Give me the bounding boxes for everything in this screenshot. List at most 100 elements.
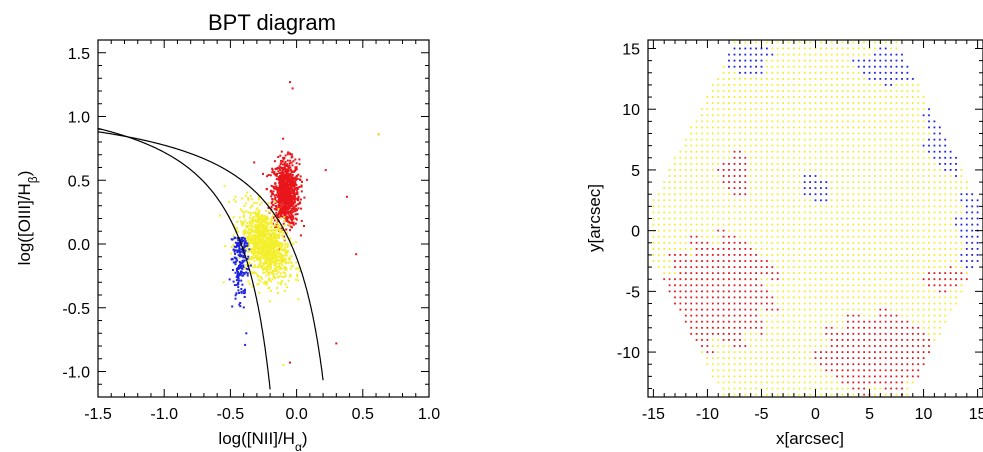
spaxel-yellow xyxy=(852,150,855,153)
bpt-point-blue xyxy=(240,266,243,269)
spaxel-red xyxy=(895,375,898,378)
bpt-point-red xyxy=(287,185,289,188)
bpt-point-yellow xyxy=(253,233,256,236)
spaxel-red xyxy=(906,333,909,335)
bpt-point-blue xyxy=(234,246,237,249)
spaxel-yellow xyxy=(776,193,779,196)
spaxel-yellow xyxy=(836,211,838,214)
spaxel-yellow xyxy=(814,90,817,92)
spaxel-yellow xyxy=(922,254,925,256)
spaxel-yellow xyxy=(782,229,784,232)
spaxel-yellow xyxy=(717,78,720,80)
spaxel-yellow xyxy=(884,296,887,299)
spaxel-red xyxy=(863,357,865,359)
bpt-point-yellow xyxy=(265,262,268,265)
spaxel-yellow xyxy=(771,229,774,232)
bpt-demarcation-curve xyxy=(97,127,271,390)
spaxel-yellow xyxy=(803,320,806,323)
spaxel-yellow xyxy=(809,314,811,317)
spaxel-yellow xyxy=(684,235,687,238)
spaxel-red xyxy=(722,229,725,232)
spaxel-yellow xyxy=(906,217,909,220)
bpt-point-yellow xyxy=(261,255,264,258)
bpt-point-red xyxy=(291,184,294,187)
spaxel-yellow xyxy=(717,339,720,341)
bpt-point-yellow xyxy=(241,197,244,200)
spaxel-yellow xyxy=(809,53,811,56)
spaxel-yellow xyxy=(809,339,811,341)
spaxel-red xyxy=(760,326,763,329)
bpt-point-yellow xyxy=(268,210,271,213)
spaxel-yellow xyxy=(847,272,849,274)
bpt-point-red xyxy=(291,204,294,207)
spaxel-yellow xyxy=(922,138,925,141)
spaxel-yellow xyxy=(749,187,752,189)
spaxel-yellow xyxy=(787,302,790,305)
bpt-point-yellow xyxy=(273,225,276,227)
spaxel-red xyxy=(722,284,725,287)
bpt-point-blue xyxy=(240,270,243,273)
spaxel-yellow xyxy=(798,223,801,226)
spaxel-yellow xyxy=(722,187,725,189)
bpt-point-yellow xyxy=(277,271,280,274)
spaxel-yellow xyxy=(760,369,763,372)
spaxel-yellow xyxy=(911,320,914,323)
spaxel-yellow xyxy=(803,138,806,141)
spaxel-yellow xyxy=(852,205,855,208)
spaxel-red xyxy=(733,241,736,244)
bpt-point-yellow xyxy=(246,263,249,266)
bpt-point-yellow xyxy=(295,261,298,264)
spaxel-yellow xyxy=(917,314,920,317)
bpt-point-yellow xyxy=(251,285,254,288)
spaxel-yellow xyxy=(901,108,903,111)
spaxel-yellow xyxy=(728,375,730,378)
bpt-point-red xyxy=(291,199,294,202)
spaxel-yellow xyxy=(766,138,768,141)
spaxel-yellow xyxy=(847,126,849,129)
spaxel-red xyxy=(728,254,730,256)
bpt-point-yellow xyxy=(269,271,271,274)
bpt-point-red xyxy=(292,180,295,183)
spaxel-red xyxy=(874,326,876,329)
bpt-point-yellow xyxy=(269,247,272,250)
spaxel-blue xyxy=(728,59,730,62)
bpt-point-red xyxy=(291,226,293,229)
bpt-point-yellow xyxy=(297,267,300,270)
spaxel-yellow xyxy=(755,241,757,244)
spaxel-blue xyxy=(733,47,736,50)
spaxel-yellow xyxy=(766,114,768,117)
spaxel-yellow xyxy=(825,248,828,250)
spaxel-yellow xyxy=(852,272,855,274)
spaxel-yellow xyxy=(717,381,720,384)
spaxel-yellow xyxy=(755,193,757,196)
spaxel-red xyxy=(922,333,925,335)
bpt-point-red xyxy=(278,180,281,182)
spaxel-red xyxy=(884,375,887,378)
bpt-point-red xyxy=(300,184,303,187)
spaxel-red xyxy=(722,333,725,335)
bpt-point-blue xyxy=(244,242,247,245)
spaxel-yellow xyxy=(874,260,876,262)
spaxel-yellow xyxy=(766,144,768,147)
spaxel-red xyxy=(684,314,687,317)
spaxel-yellow xyxy=(749,84,752,86)
bpt-point-red xyxy=(290,218,293,221)
bpt-point-red xyxy=(287,183,290,186)
spaxel-red xyxy=(733,339,736,341)
spaxel-yellow xyxy=(874,302,876,305)
bpt-point-yellow xyxy=(250,219,253,222)
spaxel-yellow xyxy=(803,272,806,274)
spaxel-yellow xyxy=(836,169,838,171)
bpt-point-red xyxy=(293,197,296,199)
spaxel-yellow xyxy=(879,248,882,250)
bpt-point-yellow xyxy=(289,261,292,264)
bpt-point-red xyxy=(282,174,284,177)
bpt-point-red xyxy=(267,206,270,209)
spaxel-yellow xyxy=(879,260,882,262)
bpt-point-yellow xyxy=(296,273,299,276)
spaxel-yellow xyxy=(857,175,860,177)
spaxel-yellow xyxy=(793,314,795,317)
spaxel-red xyxy=(906,357,909,359)
bpt-point-yellow xyxy=(252,247,254,250)
spaxel-yellow xyxy=(917,187,920,189)
